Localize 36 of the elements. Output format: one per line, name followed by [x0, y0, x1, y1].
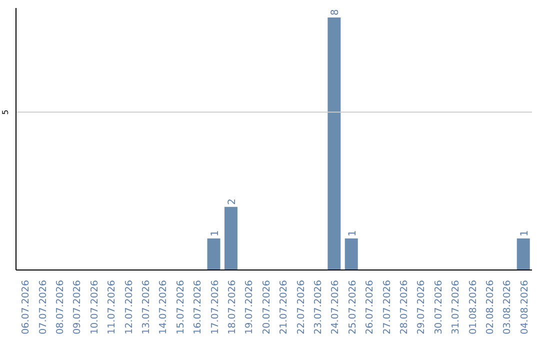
x-tick-label: 04.08.2026 — [519, 280, 530, 334]
x-tick-label: 15.07.2026 — [175, 280, 186, 334]
x-tick-label: 07.07.2026 — [38, 280, 49, 334]
x-tick-label: 02.08.2026 — [485, 280, 496, 334]
x-tick-label: 21.07.2026 — [278, 280, 290, 334]
x-tick-label: 26.07.2026 — [364, 280, 376, 334]
y-tick-label: 5 — [1, 110, 10, 115]
x-tick-label: 09.07.2026 — [72, 280, 84, 334]
data-label: 1 — [347, 230, 358, 236]
data-label: 8 — [330, 9, 342, 16]
x-tick-label: 06.07.2026 — [20, 280, 32, 334]
data-label: 1 — [519, 230, 530, 236]
x-tick-label: 14.07.2026 — [158, 280, 170, 334]
x-tick-label: 22.07.2026 — [296, 280, 307, 334]
data-label: 2 — [226, 198, 238, 205]
x-tick-label: 12.07.2026 — [124, 280, 135, 334]
x-tick-label: 16.07.2026 — [192, 280, 204, 334]
x-tick-label: 24.07.2026 — [330, 280, 342, 334]
x-tick-label: 01.08.2026 — [468, 280, 479, 334]
x-tick-label: 28.07.2026 — [399, 280, 410, 334]
x-tick-label: 30.07.2026 — [433, 280, 444, 334]
x-tick-label: 25.07.2026 — [347, 280, 358, 334]
x-tick-label: 31.07.2026 — [450, 280, 462, 334]
x-tick-label: 17.07.2026 — [210, 280, 221, 334]
x-tick-label: 10.07.2026 — [89, 280, 100, 334]
data-label: 1 — [210, 230, 221, 236]
x-tick-label: 13.07.2026 — [141, 280, 152, 334]
x-tick-label: 23.07.2026 — [313, 280, 324, 334]
x-tick-label: 03.08.2026 — [502, 280, 514, 334]
x-tick-label: 11.07.2026 — [106, 280, 118, 334]
x-tick-label: 27.07.2026 — [382, 280, 393, 334]
x-tick-label: 19.07.2026 — [244, 280, 256, 334]
x-tick-label: 18.07.2026 — [227, 280, 238, 334]
x-tick-label: 08.07.2026 — [55, 280, 66, 334]
x-tick-label: 20.07.2026 — [261, 280, 272, 334]
x-tick-label: 29.07.2026 — [416, 280, 428, 334]
